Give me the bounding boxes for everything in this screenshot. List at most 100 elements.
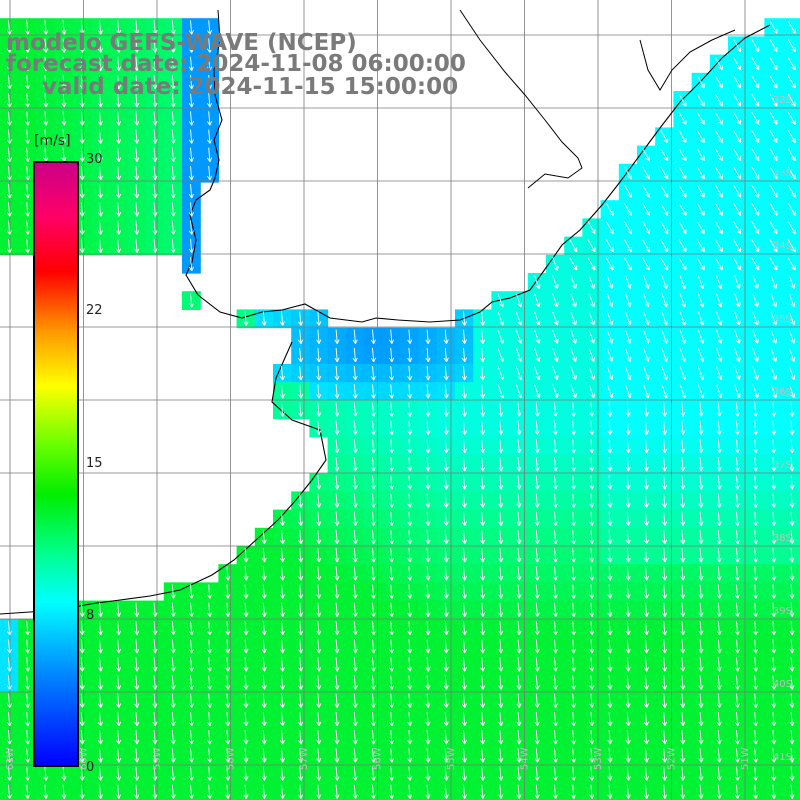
wind-arrow	[243, 620, 249, 636]
wind-arrow	[334, 602, 340, 617]
wind-arrow	[643, 748, 649, 763]
wind-arrow	[443, 493, 449, 508]
wind-arrow	[334, 566, 340, 581]
wind-arrow	[116, 147, 122, 162]
wind-arrow	[678, 93, 687, 107]
wind-arrow	[643, 511, 649, 526]
wind-arrow	[188, 93, 194, 108]
colorbar-tick-30: 30	[86, 152, 103, 167]
wind-arrow	[461, 511, 467, 526]
wind-arrow	[733, 130, 742, 143]
wind-arrow	[716, 311, 723, 326]
wind-arrow	[715, 239, 723, 253]
wind-arrow	[607, 748, 613, 763]
wind-arrow	[480, 402, 486, 417]
wind-arrow	[116, 711, 122, 727]
wind-arrow	[643, 730, 649, 745]
wind-arrow	[480, 548, 486, 563]
wind-arrow	[170, 220, 176, 235]
wind-arrow	[625, 693, 631, 708]
wind-arrow	[734, 548, 740, 563]
wind-arrow	[589, 584, 595, 599]
wind-arrow	[534, 348, 541, 362]
wind-arrow	[298, 584, 304, 599]
field-cell	[782, 327, 800, 347]
wind-arrow	[279, 566, 285, 581]
wind-arrow	[789, 748, 795, 763]
wind-arrow	[316, 311, 322, 326]
wind-arrow	[733, 148, 742, 162]
wind-arrow	[715, 166, 723, 180]
wind-arrow	[25, 220, 31, 235]
wind-arrow	[43, 93, 49, 108]
wind-arrow	[769, 166, 778, 180]
wind-arrow	[642, 148, 651, 162]
wind-arrow	[170, 147, 176, 162]
wind-arrow	[298, 675, 304, 690]
wind-arrow	[43, 20, 49, 35]
wind-arrow	[569, 239, 578, 253]
wind-arrow	[334, 639, 340, 654]
wind-arrow	[407, 438, 413, 454]
wind-arrow	[134, 620, 140, 636]
wind-arrow	[152, 184, 158, 199]
wind-arrow	[334, 475, 340, 490]
wind-arrow	[370, 347, 376, 363]
wind-arrow	[751, 239, 760, 253]
lat-label: 36S	[773, 387, 792, 398]
wind-arrow	[389, 730, 395, 745]
wind-arrow	[534, 675, 540, 690]
wind-arrow	[716, 639, 722, 654]
wind-arrow	[352, 730, 358, 745]
wind-arrow	[188, 675, 194, 690]
wind-arrow	[516, 457, 522, 472]
wind-arrow	[352, 329, 358, 344]
wind-arrow	[660, 166, 669, 180]
wind-arrow	[334, 675, 340, 690]
wind-arrow	[589, 657, 595, 672]
wind-arrow	[660, 221, 669, 234]
wind-arrow	[279, 529, 285, 545]
wind-arrow	[679, 348, 687, 362]
wind-arrow	[716, 493, 722, 508]
wind-arrow	[188, 165, 194, 181]
wind-arrow	[425, 602, 431, 617]
wind-arrow	[643, 457, 649, 472]
wind-arrow	[134, 238, 140, 253]
wind-arrow	[352, 438, 358, 454]
wind-arrow	[680, 420, 686, 435]
wind-arrow	[207, 766, 213, 781]
wind-arrow	[552, 457, 558, 472]
wind-arrow	[170, 93, 176, 108]
wind-arrow	[188, 293, 194, 308]
wind-arrow	[698, 711, 704, 727]
wind-arrow	[534, 366, 541, 381]
wind-arrow	[279, 602, 285, 617]
wind-arrow	[480, 784, 486, 799]
wind-arrow	[43, 56, 49, 71]
wind-arrow	[461, 493, 467, 508]
wind-arrow	[497, 293, 505, 308]
wind-arrow	[698, 493, 704, 508]
wind-arrow	[716, 602, 722, 617]
wind-arrow	[698, 511, 704, 526]
wind-arrow	[642, 221, 651, 234]
wind-arrow	[279, 693, 285, 708]
wind-arrow	[25, 675, 31, 690]
wind-arrow	[769, 111, 778, 125]
wind-arrow	[789, 566, 795, 581]
wind-arrow	[279, 620, 285, 636]
wind-arrow	[425, 566, 431, 581]
wind-arrow	[589, 493, 595, 508]
wind-arrow	[425, 511, 431, 526]
wind-arrow	[134, 129, 140, 144]
wind-arrow	[698, 402, 704, 417]
wind-arrow	[534, 693, 540, 708]
wind-arrow	[698, 675, 704, 690]
wind-arrow	[769, 184, 778, 198]
wind-arrow	[771, 602, 777, 617]
wind-arrow	[680, 584, 686, 599]
wind-arrow	[734, 748, 740, 763]
wind-arrow	[680, 766, 686, 781]
wind-arrow	[25, 766, 31, 781]
